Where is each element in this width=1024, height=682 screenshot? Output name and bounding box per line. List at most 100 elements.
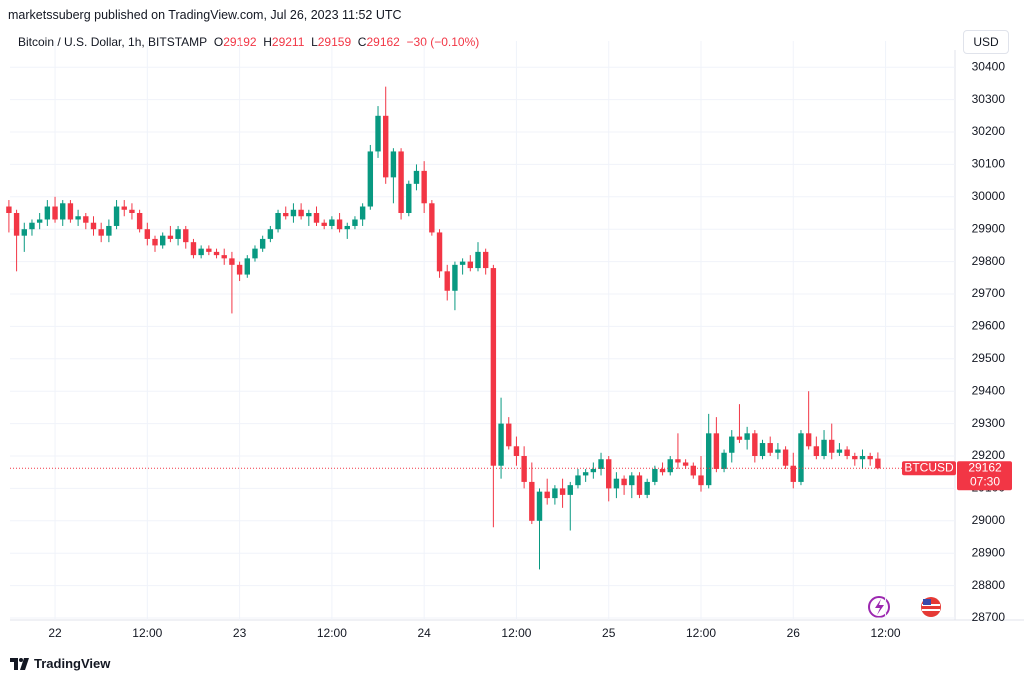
candle-body: [298, 209, 304, 217]
candle-body: [244, 258, 250, 275]
brand-logo: [10, 657, 29, 670]
candle-body: [406, 183, 412, 213]
candle-body: [790, 465, 796, 482]
candle-body: [183, 229, 189, 243]
candle-body: [398, 151, 404, 213]
candle-body: [267, 229, 274, 239]
candle-body: [698, 475, 704, 486]
candle-body: [336, 219, 343, 230]
y-tick-label: 30300: [972, 92, 1006, 106]
candle-body: [859, 456, 866, 460]
candle-body: [229, 258, 235, 265]
candle-body: [236, 264, 243, 275]
ohlc-label: L: [311, 35, 318, 49]
candle-body: [482, 251, 489, 269]
candle-body: [52, 206, 58, 220]
candle-body: [744, 433, 750, 440]
x-tick-label: 12:00: [871, 626, 901, 640]
candle-body: [421, 170, 427, 204]
candle-body: [75, 216, 81, 220]
candle-body: [352, 219, 358, 226]
candle-body: [429, 203, 435, 233]
candle-body: [590, 468, 597, 473]
ohlc-value: 29159: [317, 35, 352, 49]
candle-body: [775, 449, 781, 453]
symbol-tag: [902, 461, 956, 476]
y-tick-label: 29700: [972, 286, 1006, 300]
candle-body: [44, 206, 51, 220]
chart: 2870028800289002900029100292002930029400…: [6, 41, 1024, 640]
currency-button[interactable]: USD: [963, 30, 1009, 54]
brand-name: TradingView: [34, 656, 111, 671]
candle-body: [313, 213, 320, 223]
publisher: marketssuberg published on TradingView.c…: [8, 8, 402, 22]
candle-body: [798, 433, 804, 482]
candle-body: [513, 446, 520, 456]
candle-body: [536, 491, 543, 521]
candle-body: [275, 213, 281, 230]
candle-body: [529, 481, 535, 521]
candle-body: [729, 436, 735, 453]
candle-body: [606, 459, 612, 489]
candle-body: [598, 459, 604, 469]
y-tick-label: 29000: [972, 513, 1006, 527]
candle-body: [436, 232, 443, 272]
candle-body: [152, 238, 158, 246]
candle-body: [367, 151, 374, 207]
candle-body: [83, 216, 89, 223]
y-tick-label: 28800: [972, 578, 1006, 592]
price-tag-countdown: 07:30: [970, 474, 1000, 488]
candle-body: [559, 488, 566, 495]
candle-body: [121, 206, 127, 210]
candle-body: [206, 248, 212, 252]
candle-body: [659, 468, 666, 473]
candles: [6, 86, 881, 570]
candle-body: [452, 264, 458, 291]
y-tick-label: 29200: [972, 448, 1006, 462]
price-tag-value: 29162: [968, 460, 1002, 474]
symbol-line: Bitcoin / U.S. Dollar, 1h, BITSTAMP O 291…: [18, 35, 479, 49]
candle-body: [213, 251, 220, 256]
candle-body: [813, 446, 820, 456]
candle-body: [60, 203, 66, 220]
candle-body: [383, 115, 389, 178]
candle-body: [736, 436, 743, 440]
candle-body: [852, 456, 858, 460]
candle-body: [821, 439, 827, 456]
flag-icon[interactable]: [921, 597, 941, 617]
candle-body: [290, 209, 297, 217]
candle-body: [621, 478, 627, 486]
candle-body: [575, 475, 581, 486]
ohlc-label: H: [263, 35, 272, 49]
y-tick-label: 29600: [972, 319, 1006, 333]
x-tick-label: 22: [48, 626, 62, 640]
grid: [10, 41, 955, 620]
y-tick-label: 29400: [972, 383, 1006, 397]
candle-body: [475, 251, 481, 269]
candle-body: [13, 213, 20, 236]
candle-body: [90, 222, 97, 230]
x-tick-label: 12:00: [501, 626, 531, 640]
y-tick-label: 29300: [972, 416, 1006, 430]
x-tick-label: 24: [417, 626, 431, 640]
y-tick-label: 30400: [972, 59, 1006, 73]
candle-body: [36, 219, 43, 223]
candle-body: [98, 229, 104, 236]
alert-icon[interactable]: [868, 596, 890, 618]
candle-body: [867, 456, 873, 460]
symbol-tag-label: BTCUSD: [904, 460, 954, 474]
candle-body: [144, 229, 151, 239]
candle-body: [136, 213, 143, 230]
candle-body: [506, 423, 512, 447]
price-tag: [957, 461, 1012, 491]
x-tick-label: 25: [602, 626, 616, 640]
candle-body: [567, 485, 573, 495]
x-tick-label: 12:00: [317, 626, 347, 640]
ohlc-label: O: [213, 35, 224, 49]
symbol: Bitcoin / U.S. Dollar, 1h, BITSTAMP: [18, 35, 208, 49]
candle-body: [767, 443, 773, 453]
candle-body: [805, 433, 812, 447]
candle-body: [829, 439, 835, 453]
candle-body: [252, 248, 258, 259]
candle-body: [106, 225, 112, 236]
